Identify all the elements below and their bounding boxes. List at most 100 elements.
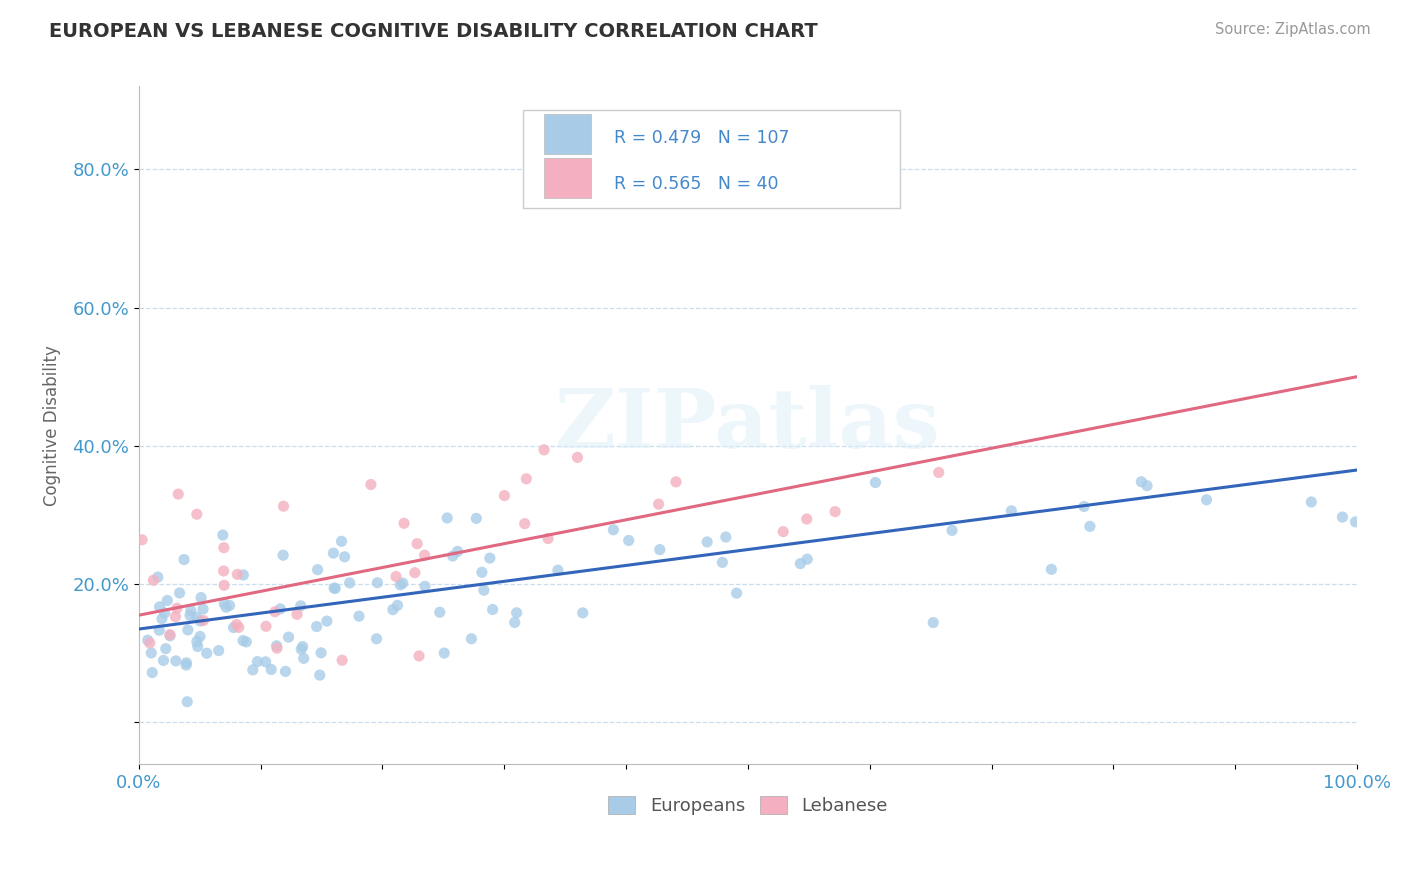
Point: [232, 633, 254, 648]
Point: [1195, 492, 1218, 507]
Point: [266, 641, 288, 656]
Point: [269, 602, 291, 616]
Point: [212, 578, 235, 592]
Point: [177, 623, 200, 637]
Point: [254, 655, 277, 669]
Point: [465, 511, 488, 525]
Text: EUROPEAN VS LEBANESE COGNITIVE DISABILITY CORRELATION CHART: EUROPEAN VS LEBANESE COGNITIVE DISABILIT…: [49, 22, 818, 41]
FancyBboxPatch shape: [544, 158, 591, 199]
Point: [260, 663, 283, 677]
Point: [136, 633, 159, 648]
Point: [180, 604, 202, 618]
Point: [188, 614, 211, 628]
Point: [139, 636, 162, 650]
Point: [176, 695, 198, 709]
Point: [156, 593, 179, 607]
Text: ZIPatlas: ZIPatlas: [555, 385, 941, 465]
FancyBboxPatch shape: [544, 113, 591, 154]
Point: [155, 641, 177, 656]
Point: [271, 548, 294, 562]
Point: [226, 567, 249, 582]
Point: [865, 475, 887, 490]
Point: [366, 575, 388, 590]
Point: [274, 665, 297, 679]
Point: [254, 619, 277, 633]
Point: [441, 549, 464, 563]
FancyBboxPatch shape: [523, 110, 900, 209]
Point: [515, 472, 537, 486]
Point: [141, 665, 163, 680]
Point: [218, 599, 240, 613]
Point: [169, 586, 191, 600]
Point: [131, 533, 153, 547]
Point: [232, 568, 254, 582]
Point: [725, 586, 748, 600]
Point: [696, 535, 718, 549]
Point: [385, 569, 408, 583]
Point: [711, 555, 734, 569]
Point: [533, 442, 555, 457]
Point: [537, 532, 560, 546]
Point: [159, 628, 181, 642]
Point: [322, 546, 344, 560]
Point: [602, 523, 624, 537]
Point: [212, 541, 235, 555]
Point: [212, 597, 235, 611]
Point: [413, 579, 436, 593]
Point: [142, 574, 165, 588]
Point: [387, 599, 409, 613]
Point: [215, 600, 238, 615]
Point: [277, 630, 299, 644]
Point: [285, 607, 308, 622]
Point: [305, 619, 328, 633]
Point: [149, 599, 172, 614]
Point: [176, 656, 198, 670]
Point: [772, 524, 794, 539]
Point: [290, 599, 312, 613]
Point: [186, 634, 208, 648]
Point: [648, 542, 671, 557]
Point: [481, 602, 503, 616]
Point: [212, 564, 235, 578]
Point: [292, 651, 315, 665]
Point: [478, 551, 501, 566]
Point: [406, 537, 429, 551]
Point: [188, 630, 211, 644]
Point: [1136, 479, 1159, 493]
Point: [307, 563, 329, 577]
Point: [571, 606, 593, 620]
Point: [173, 552, 195, 566]
Text: R = 0.479   N = 107: R = 0.479 N = 107: [614, 128, 789, 146]
Point: [174, 658, 197, 673]
Point: [193, 614, 215, 628]
Point: [167, 487, 190, 501]
Point: [165, 654, 187, 668]
Point: [264, 605, 287, 619]
Point: [228, 620, 250, 634]
Point: [148, 624, 170, 638]
Point: [941, 524, 963, 538]
Point: [928, 466, 950, 480]
Point: [165, 609, 187, 624]
Point: [330, 653, 353, 667]
Point: [824, 505, 846, 519]
Point: [471, 566, 494, 580]
Point: [460, 632, 482, 646]
Point: [323, 582, 346, 596]
Point: [308, 668, 330, 682]
Point: [266, 639, 288, 653]
Point: [436, 511, 458, 525]
Point: [392, 516, 415, 531]
Point: [665, 475, 688, 489]
Point: [159, 629, 181, 643]
Point: [150, 612, 173, 626]
Point: [246, 655, 269, 669]
Point: [235, 635, 257, 649]
Point: [413, 548, 436, 562]
Point: [152, 653, 174, 667]
Point: [222, 621, 245, 635]
Point: [505, 606, 527, 620]
Point: [242, 663, 264, 677]
Point: [225, 617, 247, 632]
Point: [433, 646, 456, 660]
